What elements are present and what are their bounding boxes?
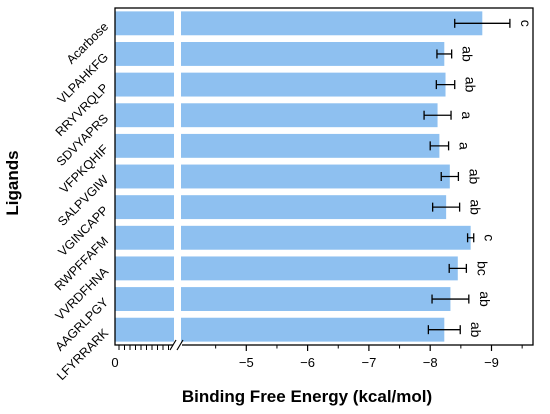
bar-rryvrqlp [115,72,446,97]
x-axis-title: Binding Free Energy (kcal/mol) [182,387,432,406]
bars-layer [115,9,511,344]
plot-frame [114,7,534,346]
significance-label: ab [463,77,479,93]
error-bar-aagrlpgy [431,294,470,304]
error-bar-salpvgiw [440,172,460,181]
x-tick-label: −7 [361,355,376,370]
error-bar-acarbose [454,18,511,28]
error-bar-vgincapp [432,202,461,212]
x-tick-label: −8 [423,355,438,370]
break-mark-left [169,339,177,351]
significance-label: ab [477,291,493,307]
y-axis-title: Ligands [3,150,22,215]
error-bar-sdvyaprs [423,110,452,120]
significance-label: bc [474,261,490,276]
significance-label: ab [468,322,484,338]
axis-layer [114,7,534,351]
x-tick-label: −6 [300,355,315,370]
bar-vvrdfhna [115,256,458,281]
significance-label: c [482,234,498,241]
bar-lfyrrark [115,317,445,342]
significance-label: a [459,111,475,119]
bar-sdvyaprs [115,103,438,128]
significance-label: ab [460,46,476,62]
axis-break-gap [174,9,181,344]
bar-aagrlpgy [115,287,451,311]
significance-label: c [518,20,534,27]
error-bar-rryvrqlp [435,80,456,90]
error-bar-lfyrrark [427,325,461,335]
bar-acarbose [115,11,483,36]
significance-label: a [457,142,473,150]
bar-vlpahkfg [115,42,445,66]
bar-vgincapp [115,195,447,220]
x-tick-label-zero: 0 [111,355,118,370]
error-bar-rwpffafm [466,233,475,243]
error-bar-vfpkqhif [429,141,450,151]
error-bar-vvrdfhna [448,263,468,273]
significance-label: ab [466,169,482,185]
error-bar-vlpahkfg [436,49,453,59]
bar-rwpffafm [115,225,471,250]
break-mark-right [176,339,184,351]
x-tick-label: −5 [239,355,254,370]
significance-label: ab [468,199,484,215]
break-spine-gap [173,342,182,348]
bar-vfpkqhif [115,133,440,158]
x-tick-label: −9 [484,355,499,370]
bar-salpvgiw [115,164,450,189]
